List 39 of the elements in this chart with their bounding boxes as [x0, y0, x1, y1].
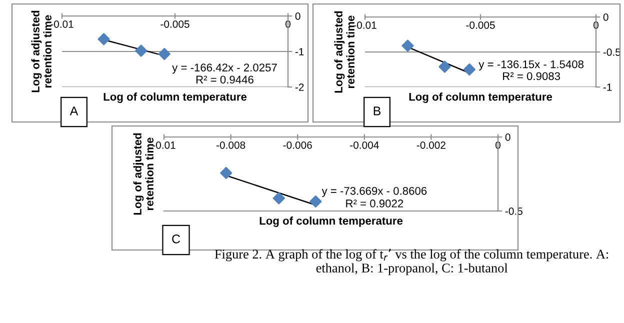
x-tick-label: -0.01	[152, 141, 176, 149]
annotation: R² = 0.9083	[503, 72, 560, 80]
x-axis-title: Log of column temperature	[260, 216, 403, 227]
x-tick-label: -0.01	[354, 21, 376, 29]
x-tick-label: -0.01	[50, 20, 74, 28]
annotation: y = -73.669x - 0.8606	[322, 186, 427, 198]
y-axis-title: Log of adjusted retention time	[334, 11, 354, 93]
x-tick-label: -0.005	[160, 20, 190, 28]
point	[135, 44, 148, 57]
y-tick-label: -1	[295, 48, 304, 56]
text: A	[70, 106, 78, 116]
point	[310, 195, 322, 208]
point	[158, 48, 170, 60]
annotation: R² = 0.9022	[346, 200, 404, 208]
point	[272, 192, 285, 204]
x-tick-label: -0.008	[216, 141, 246, 149]
x-tick-label: -0.006	[283, 141, 312, 149]
point	[98, 33, 110, 46]
y-tick-label: -1	[603, 84, 612, 91]
text: B	[374, 106, 381, 116]
text: C	[172, 234, 180, 244]
x-axis-title: Log of column temperature	[409, 92, 552, 103]
y-tick-label: 0	[295, 12, 300, 20]
x-axis-title: Log of column temperature	[104, 92, 247, 103]
caption: Figure 2. A graph of the log of t$_{r}$’ vs the log of the column temperature. A: ethanol, B: 1-propanol, C: 1-butanol	[214, 248, 608, 276]
x-tick-label: -0.002	[416, 141, 446, 149]
x-tick-label: -0.005	[466, 21, 495, 29]
point	[463, 63, 476, 76]
annotation: y = -136.15x - 1.5408	[478, 60, 584, 70]
annotation: y = -166.42x - 2.0257	[172, 64, 277, 74]
x-tick-label: -0.004	[350, 141, 379, 149]
point	[438, 60, 451, 73]
y-tick-label: 0	[603, 14, 608, 21]
y-tick-label: -2	[295, 84, 304, 91]
y-axis-title: Log of adjusted retention time	[133, 133, 154, 215]
annotation: R² = 0.9446	[196, 76, 254, 84]
point	[402, 40, 414, 52]
point	[220, 166, 232, 180]
y-axis-title: Log of adjusted retention time	[31, 10, 52, 92]
